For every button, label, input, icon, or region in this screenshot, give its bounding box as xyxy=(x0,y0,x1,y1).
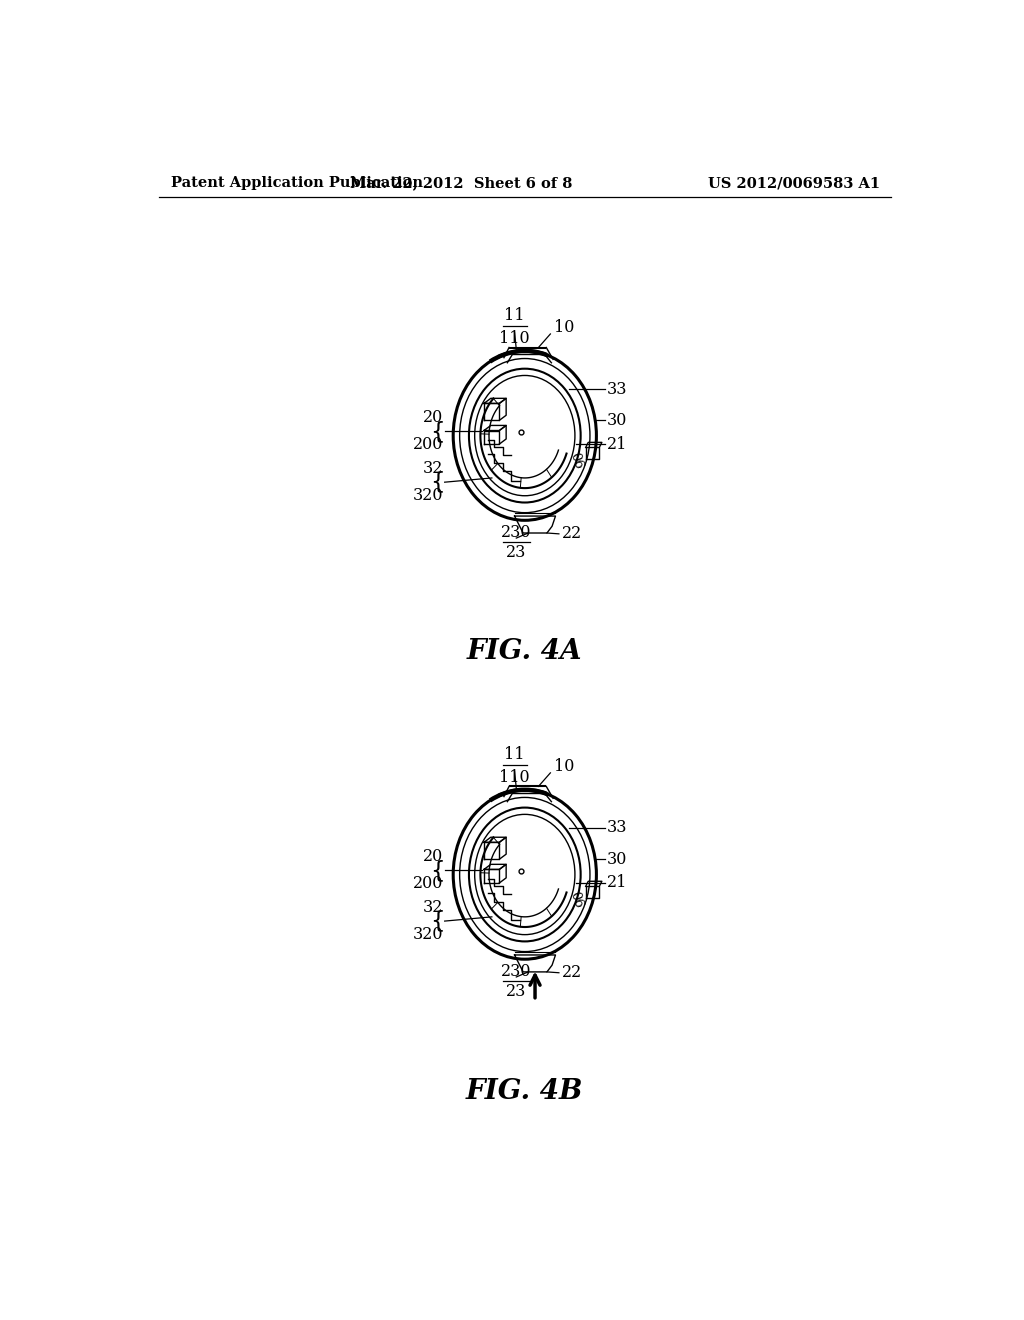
Text: 22: 22 xyxy=(562,964,583,981)
Text: 33: 33 xyxy=(606,380,627,397)
Text: 32: 32 xyxy=(423,461,443,477)
Text: 110: 110 xyxy=(500,768,529,785)
Text: 11: 11 xyxy=(504,746,525,763)
Text: Patent Application Publication: Patent Application Publication xyxy=(171,176,423,190)
Text: 06: 06 xyxy=(567,890,585,909)
Text: 320: 320 xyxy=(413,487,443,504)
Text: 30: 30 xyxy=(606,851,627,867)
Text: US 2012/0069583 A1: US 2012/0069583 A1 xyxy=(708,176,880,190)
Text: Mar. 22, 2012  Sheet 6 of 8: Mar. 22, 2012 Sheet 6 of 8 xyxy=(350,176,572,190)
Text: 20: 20 xyxy=(423,409,443,426)
Text: 110: 110 xyxy=(500,330,529,347)
Text: {: { xyxy=(430,420,444,444)
Text: {: { xyxy=(430,859,444,882)
Text: 11: 11 xyxy=(504,306,525,323)
Text: 200: 200 xyxy=(413,437,443,454)
Text: 32: 32 xyxy=(423,899,443,916)
Text: 230: 230 xyxy=(501,962,531,979)
Text: 10: 10 xyxy=(554,758,574,775)
Text: FIG. 4B: FIG. 4B xyxy=(466,1078,584,1105)
Text: 30: 30 xyxy=(606,412,627,429)
Text: 21: 21 xyxy=(606,436,627,453)
Text: 06: 06 xyxy=(567,451,585,471)
Text: 33: 33 xyxy=(606,820,627,837)
Text: 230: 230 xyxy=(501,524,531,541)
Text: {: { xyxy=(430,471,444,494)
Text: {: { xyxy=(430,909,444,933)
Text: 21: 21 xyxy=(606,874,627,891)
Text: FIG. 4A: FIG. 4A xyxy=(467,638,583,665)
Text: 10: 10 xyxy=(554,318,574,335)
Text: 23: 23 xyxy=(506,544,526,561)
Text: 200: 200 xyxy=(413,875,443,892)
Text: 20: 20 xyxy=(423,849,443,865)
Text: 22: 22 xyxy=(562,525,583,543)
Text: 320: 320 xyxy=(413,927,443,944)
Text: 23: 23 xyxy=(506,983,526,1001)
